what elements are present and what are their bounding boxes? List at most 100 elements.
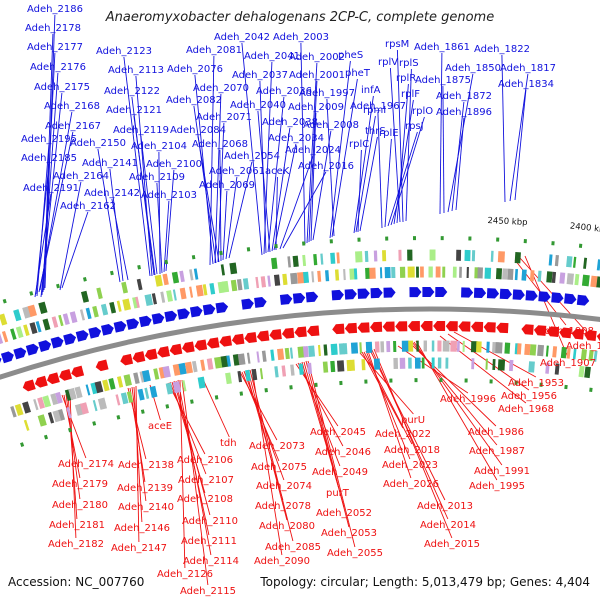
forward-feature-block [189,269,194,281]
reverse-feature-block [79,402,89,415]
forward-feature-block [373,250,378,262]
reverse-cog-block [284,347,290,360]
reverse-cog-block [593,350,598,362]
reverse-gene-label: Adeh_2114 [183,556,239,567]
forward-feature-block [154,274,163,287]
forward-cog-block [420,266,424,278]
leader-line [300,42,306,245]
forward-feature-block [0,313,8,326]
reverse-gene-arrow [344,322,358,334]
forward-gene-label: Adeh_1834 [498,79,554,90]
reverse-gene-arrow [256,330,270,342]
reverse-cog-block [552,346,558,358]
reverse-gene-arrow [395,321,408,332]
leader-line [165,169,175,272]
reverse-gene-label: Adeh_1956 [501,391,557,402]
leader-line [109,168,124,282]
forward-gene-label: Adeh_2081 [186,45,242,56]
reverse-gene-label: aceE [148,421,172,432]
forward-gene-arrow [486,288,500,299]
leader-line [306,62,318,244]
reverse-gene-arrow [182,341,195,353]
reverse-cog-block [308,345,316,357]
forward-cog-block [311,271,315,283]
reverse-feature-block [545,362,550,374]
feature-tracks [0,236,600,447]
forward-cog-block [51,316,59,328]
forward-gene-label: Adeh_2037 [232,70,288,81]
leader-line [439,52,443,215]
reverse-cog-block [380,341,385,353]
forward-cog-block [459,266,462,278]
reverse-feature-block [421,357,425,369]
forward-gene-label: rplE [379,128,399,139]
forward-gene-label: Adeh_2009 [288,102,344,113]
reverse-gene-arrow [370,321,383,333]
forward-gene-arrow [370,287,383,299]
reverse-cog-block [393,340,397,353]
forward-gene-arrow [151,313,165,325]
reverse-cog-block [162,365,171,378]
reverse-cog-block [10,405,17,418]
leader-line [365,350,411,460]
reverse-gene-arrow [407,321,420,332]
kbp-tick-label: 2450 kbp [487,216,528,228]
reverse-gene-label: Adeh_1908 [538,326,594,337]
forward-feature-block [514,252,521,264]
forward-cog-block [428,266,433,278]
leader-line [387,131,418,227]
forward-cog-block [116,300,122,312]
forward-cog-block [42,318,51,331]
forward-gene-arrow [435,286,448,298]
leader-line [131,386,147,502]
forward-feature-block [80,290,90,303]
reverse-gene-label: Adeh_2013 [417,501,473,512]
forward-feature-block [398,249,402,261]
forward-cog-block [384,267,391,279]
reverse-gene-arrow [559,327,572,339]
forward-feature-block [229,262,238,275]
forward-cog-block [172,289,177,301]
forward-cog-block [484,267,492,279]
kbp-tick-label: 2400 kbp [569,221,600,235]
reverse-cog-block [524,343,531,356]
leader-line [247,369,288,521]
forward-gene-arrow [538,291,551,302]
reverse-gene-arrow [357,322,370,333]
leader-line [69,393,77,539]
gc-skew-marks-outer [219,250,223,256]
reverse-gene-arrow [206,337,220,349]
reverse-gene-label: Adeh_1991 [474,466,530,477]
forward-cog-block [92,305,99,318]
forward-cog-block [202,284,208,296]
forward-gene-label: Adeh_2185 [21,153,77,164]
forward-cog-block [581,274,590,287]
reverse-cog-block [516,343,522,355]
leader-line [384,138,392,228]
forward-gene-label: Adeh_2175 [34,82,90,93]
forward-cog-block [452,266,457,278]
leader-line [123,56,151,277]
forward-feature-block [336,252,340,264]
reverse-feature-block [23,419,30,431]
reverse-cog-block [214,356,223,369]
reverse-gene-label: Adeh_2115 [180,586,236,597]
leader-line [305,360,350,528]
leader-line [271,127,291,252]
gc-skew-marks-inner [489,379,493,384]
forward-gene-label: Adeh_2038 [262,117,318,128]
reverse-feature-block [330,360,336,373]
reverse-feature-block [237,370,243,383]
reverse-gene-arrow [46,372,60,385]
reverse-gene-label: Adeh_2085 [265,542,321,553]
forward-cog-block [507,268,514,280]
gc-skew-marks-inner [439,377,443,383]
forward-gene-label: rpsM [385,39,409,50]
forward-cog-block [58,314,64,327]
reverse-feature-block [37,414,47,427]
reverse-feature-block [97,397,108,410]
forward-gene-arrow [189,306,203,318]
reverse-cog-block [437,340,442,352]
forward-feature-block [583,257,588,269]
